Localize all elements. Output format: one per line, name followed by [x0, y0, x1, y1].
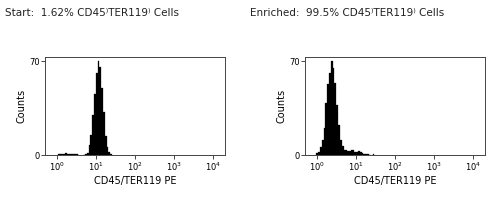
Polygon shape [68, 154, 70, 155]
Polygon shape [338, 125, 340, 155]
Polygon shape [108, 152, 110, 155]
Polygon shape [316, 153, 318, 155]
Polygon shape [101, 88, 103, 155]
Polygon shape [88, 145, 90, 155]
Polygon shape [356, 152, 358, 155]
Polygon shape [72, 154, 74, 155]
Polygon shape [98, 61, 100, 155]
Polygon shape [100, 67, 101, 155]
Text: Start:  1.62% CD45⁾TER119⁾ Cells: Start: 1.62% CD45⁾TER119⁾ Cells [5, 8, 179, 18]
Polygon shape [362, 153, 364, 155]
Polygon shape [62, 154, 63, 155]
Polygon shape [369, 154, 370, 155]
Polygon shape [320, 147, 322, 155]
Polygon shape [105, 136, 106, 155]
Polygon shape [110, 154, 112, 155]
X-axis label: CD45/TER119 PE: CD45/TER119 PE [94, 176, 176, 186]
Polygon shape [70, 154, 72, 155]
Polygon shape [86, 153, 88, 155]
Text: Enriched:  99.5% CD45⁾TER119⁾ Cells: Enriched: 99.5% CD45⁾TER119⁾ Cells [250, 8, 444, 18]
Polygon shape [358, 151, 360, 155]
Polygon shape [63, 154, 65, 155]
Polygon shape [60, 154, 62, 155]
Polygon shape [326, 103, 327, 155]
Polygon shape [322, 140, 324, 155]
Polygon shape [67, 154, 68, 155]
Polygon shape [103, 112, 105, 155]
Polygon shape [74, 154, 76, 155]
Polygon shape [94, 94, 96, 155]
Polygon shape [342, 146, 344, 155]
Y-axis label: Counts: Counts [276, 89, 286, 123]
Polygon shape [349, 151, 351, 155]
Polygon shape [85, 154, 86, 155]
Polygon shape [340, 140, 342, 155]
Polygon shape [347, 151, 349, 155]
Polygon shape [364, 154, 366, 155]
Polygon shape [336, 104, 338, 155]
Polygon shape [351, 150, 352, 155]
Polygon shape [96, 73, 98, 155]
Y-axis label: Counts: Counts [16, 89, 26, 123]
Polygon shape [332, 68, 334, 155]
Polygon shape [367, 154, 369, 155]
Polygon shape [58, 154, 59, 155]
Polygon shape [346, 150, 347, 155]
Polygon shape [76, 154, 78, 155]
Polygon shape [331, 61, 332, 155]
Polygon shape [92, 115, 94, 155]
Polygon shape [90, 135, 92, 155]
Polygon shape [354, 152, 356, 155]
Polygon shape [327, 84, 329, 155]
Polygon shape [352, 150, 354, 155]
Polygon shape [65, 153, 67, 155]
Polygon shape [372, 154, 374, 155]
Polygon shape [324, 128, 326, 155]
Polygon shape [360, 152, 362, 155]
Polygon shape [334, 83, 336, 155]
Polygon shape [106, 147, 108, 155]
Polygon shape [344, 150, 345, 155]
Polygon shape [366, 154, 367, 155]
X-axis label: CD45/TER119 PE: CD45/TER119 PE [354, 176, 436, 186]
Polygon shape [329, 73, 331, 155]
Polygon shape [318, 152, 320, 155]
